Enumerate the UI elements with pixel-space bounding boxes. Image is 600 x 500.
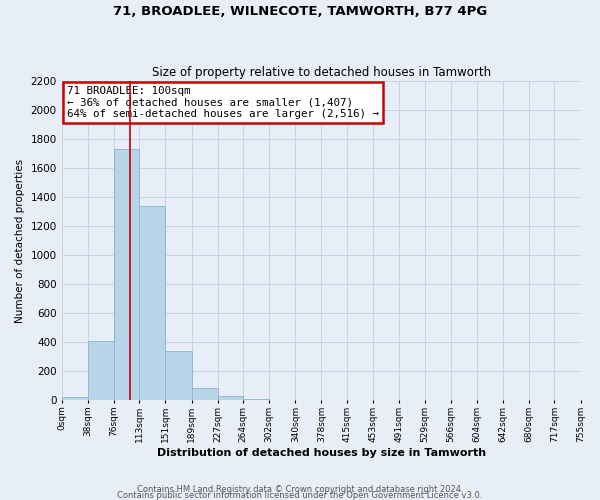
Text: Contains public sector information licensed under the Open Government Licence v3: Contains public sector information licen… (118, 491, 482, 500)
Bar (191, 388, 218, 400)
Bar (166, 350, 191, 400)
Text: Contains HM Land Registry data © Crown copyright and database right 2024.: Contains HM Land Registry data © Crown c… (137, 485, 463, 494)
Bar (139, 206, 166, 400)
Text: 71, BROADLEE, WILNECOTE, TAMWORTH, B77 4PG: 71, BROADLEE, WILNECOTE, TAMWORTH, B77 4… (113, 5, 487, 18)
Text: 71 BROADLEE: 100sqm
← 36% of detached houses are smaller (1,407)
64% of semi-det: 71 BROADLEE: 100sqm ← 36% of detached ho… (67, 86, 379, 119)
Y-axis label: Number of detached properties: Number of detached properties (15, 158, 25, 322)
Title: Size of property relative to detached houses in Tamworth: Size of property relative to detached ho… (152, 66, 491, 78)
Bar (243, 399, 269, 400)
Bar (218, 396, 243, 400)
Bar (114, 149, 139, 400)
X-axis label: Distribution of detached houses by size in Tamworth: Distribution of detached houses by size … (157, 448, 485, 458)
Bar (88, 340, 114, 400)
Bar (62, 397, 88, 400)
